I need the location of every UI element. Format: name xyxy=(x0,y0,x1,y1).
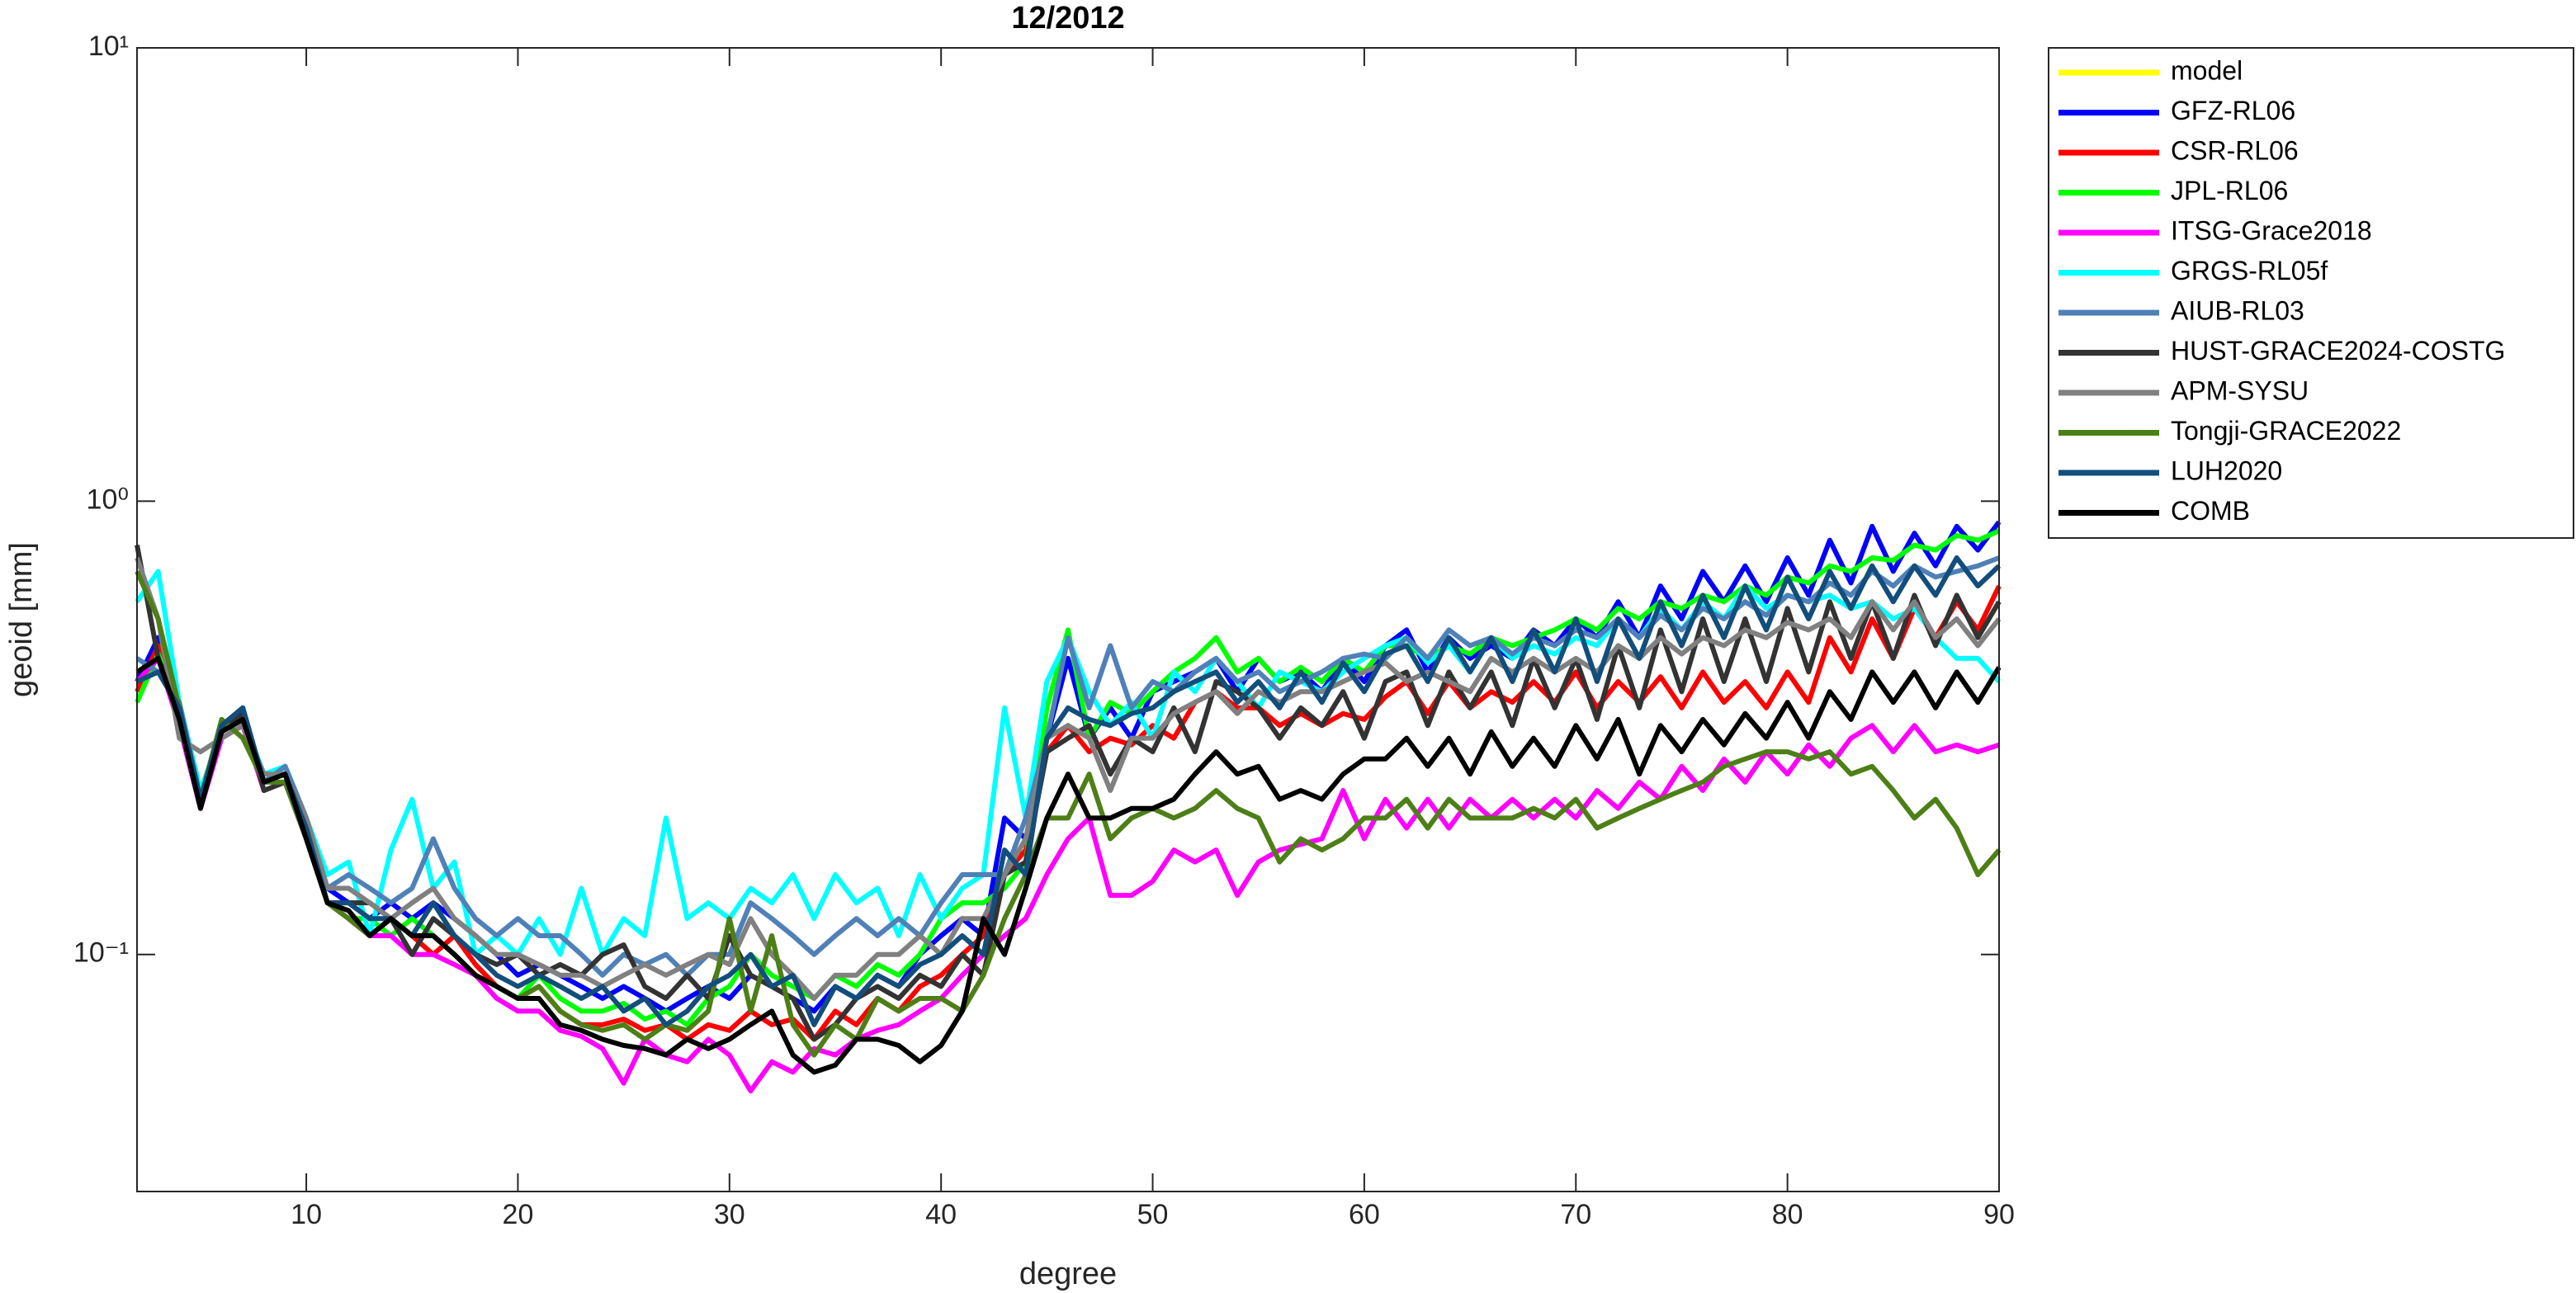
data-line xyxy=(135,655,2000,1094)
x-tick-label: 70 xyxy=(1560,1199,1591,1230)
x-tick-label: 60 xyxy=(1349,1199,1380,1230)
legend-label: ITSG-Grace2018 xyxy=(2171,215,2372,245)
legend-label: model xyxy=(2171,55,2243,85)
y-tick-label: 10⁰ xyxy=(87,484,129,515)
legend-label: JPL-RL06 xyxy=(2171,176,2288,205)
x-tick-label: 10 xyxy=(291,1199,322,1230)
axes-frame xyxy=(136,47,2000,1192)
x-tick-label: 50 xyxy=(1137,1199,1169,1230)
x-tick-label: 40 xyxy=(925,1199,957,1230)
x-tick-label: 90 xyxy=(1983,1199,2015,1230)
legend-label: COMB xyxy=(2171,496,2250,526)
legend-label: APM-SYSU xyxy=(2171,375,2309,405)
legend-label: AIUB-RL03 xyxy=(2171,295,2304,325)
y-axis-label: geoid [mm] xyxy=(4,542,39,697)
x-tick-label: 80 xyxy=(1772,1199,1803,1230)
legend-label: LUH2020 xyxy=(2171,455,2282,485)
legend-label: GFZ-RL06 xyxy=(2171,96,2295,125)
legend-box xyxy=(2048,47,2574,539)
data-line xyxy=(135,555,2002,1027)
data-line xyxy=(135,545,2002,1042)
x-tick-label: 30 xyxy=(714,1199,745,1230)
legend-label: Tongji-GRACE2022 xyxy=(2171,416,2401,446)
y-tick-label: 10¹ xyxy=(88,31,129,62)
data-line xyxy=(135,655,2002,1075)
chart-title: 12/2012 xyxy=(1011,1,1124,35)
legend-label: HUST-GRACE2024-COSTG xyxy=(2171,336,2505,366)
legend-label: CSR-RL06 xyxy=(2171,135,2299,165)
x-tick-label: 20 xyxy=(503,1199,534,1230)
x-axis-label: degree xyxy=(1019,1257,1117,1291)
data-line xyxy=(135,557,2002,1001)
legend-label: GRGS-RL05f xyxy=(2171,256,2328,285)
plot-area xyxy=(137,48,1999,1192)
y-tick-label: 10⁻¹ xyxy=(73,937,129,969)
